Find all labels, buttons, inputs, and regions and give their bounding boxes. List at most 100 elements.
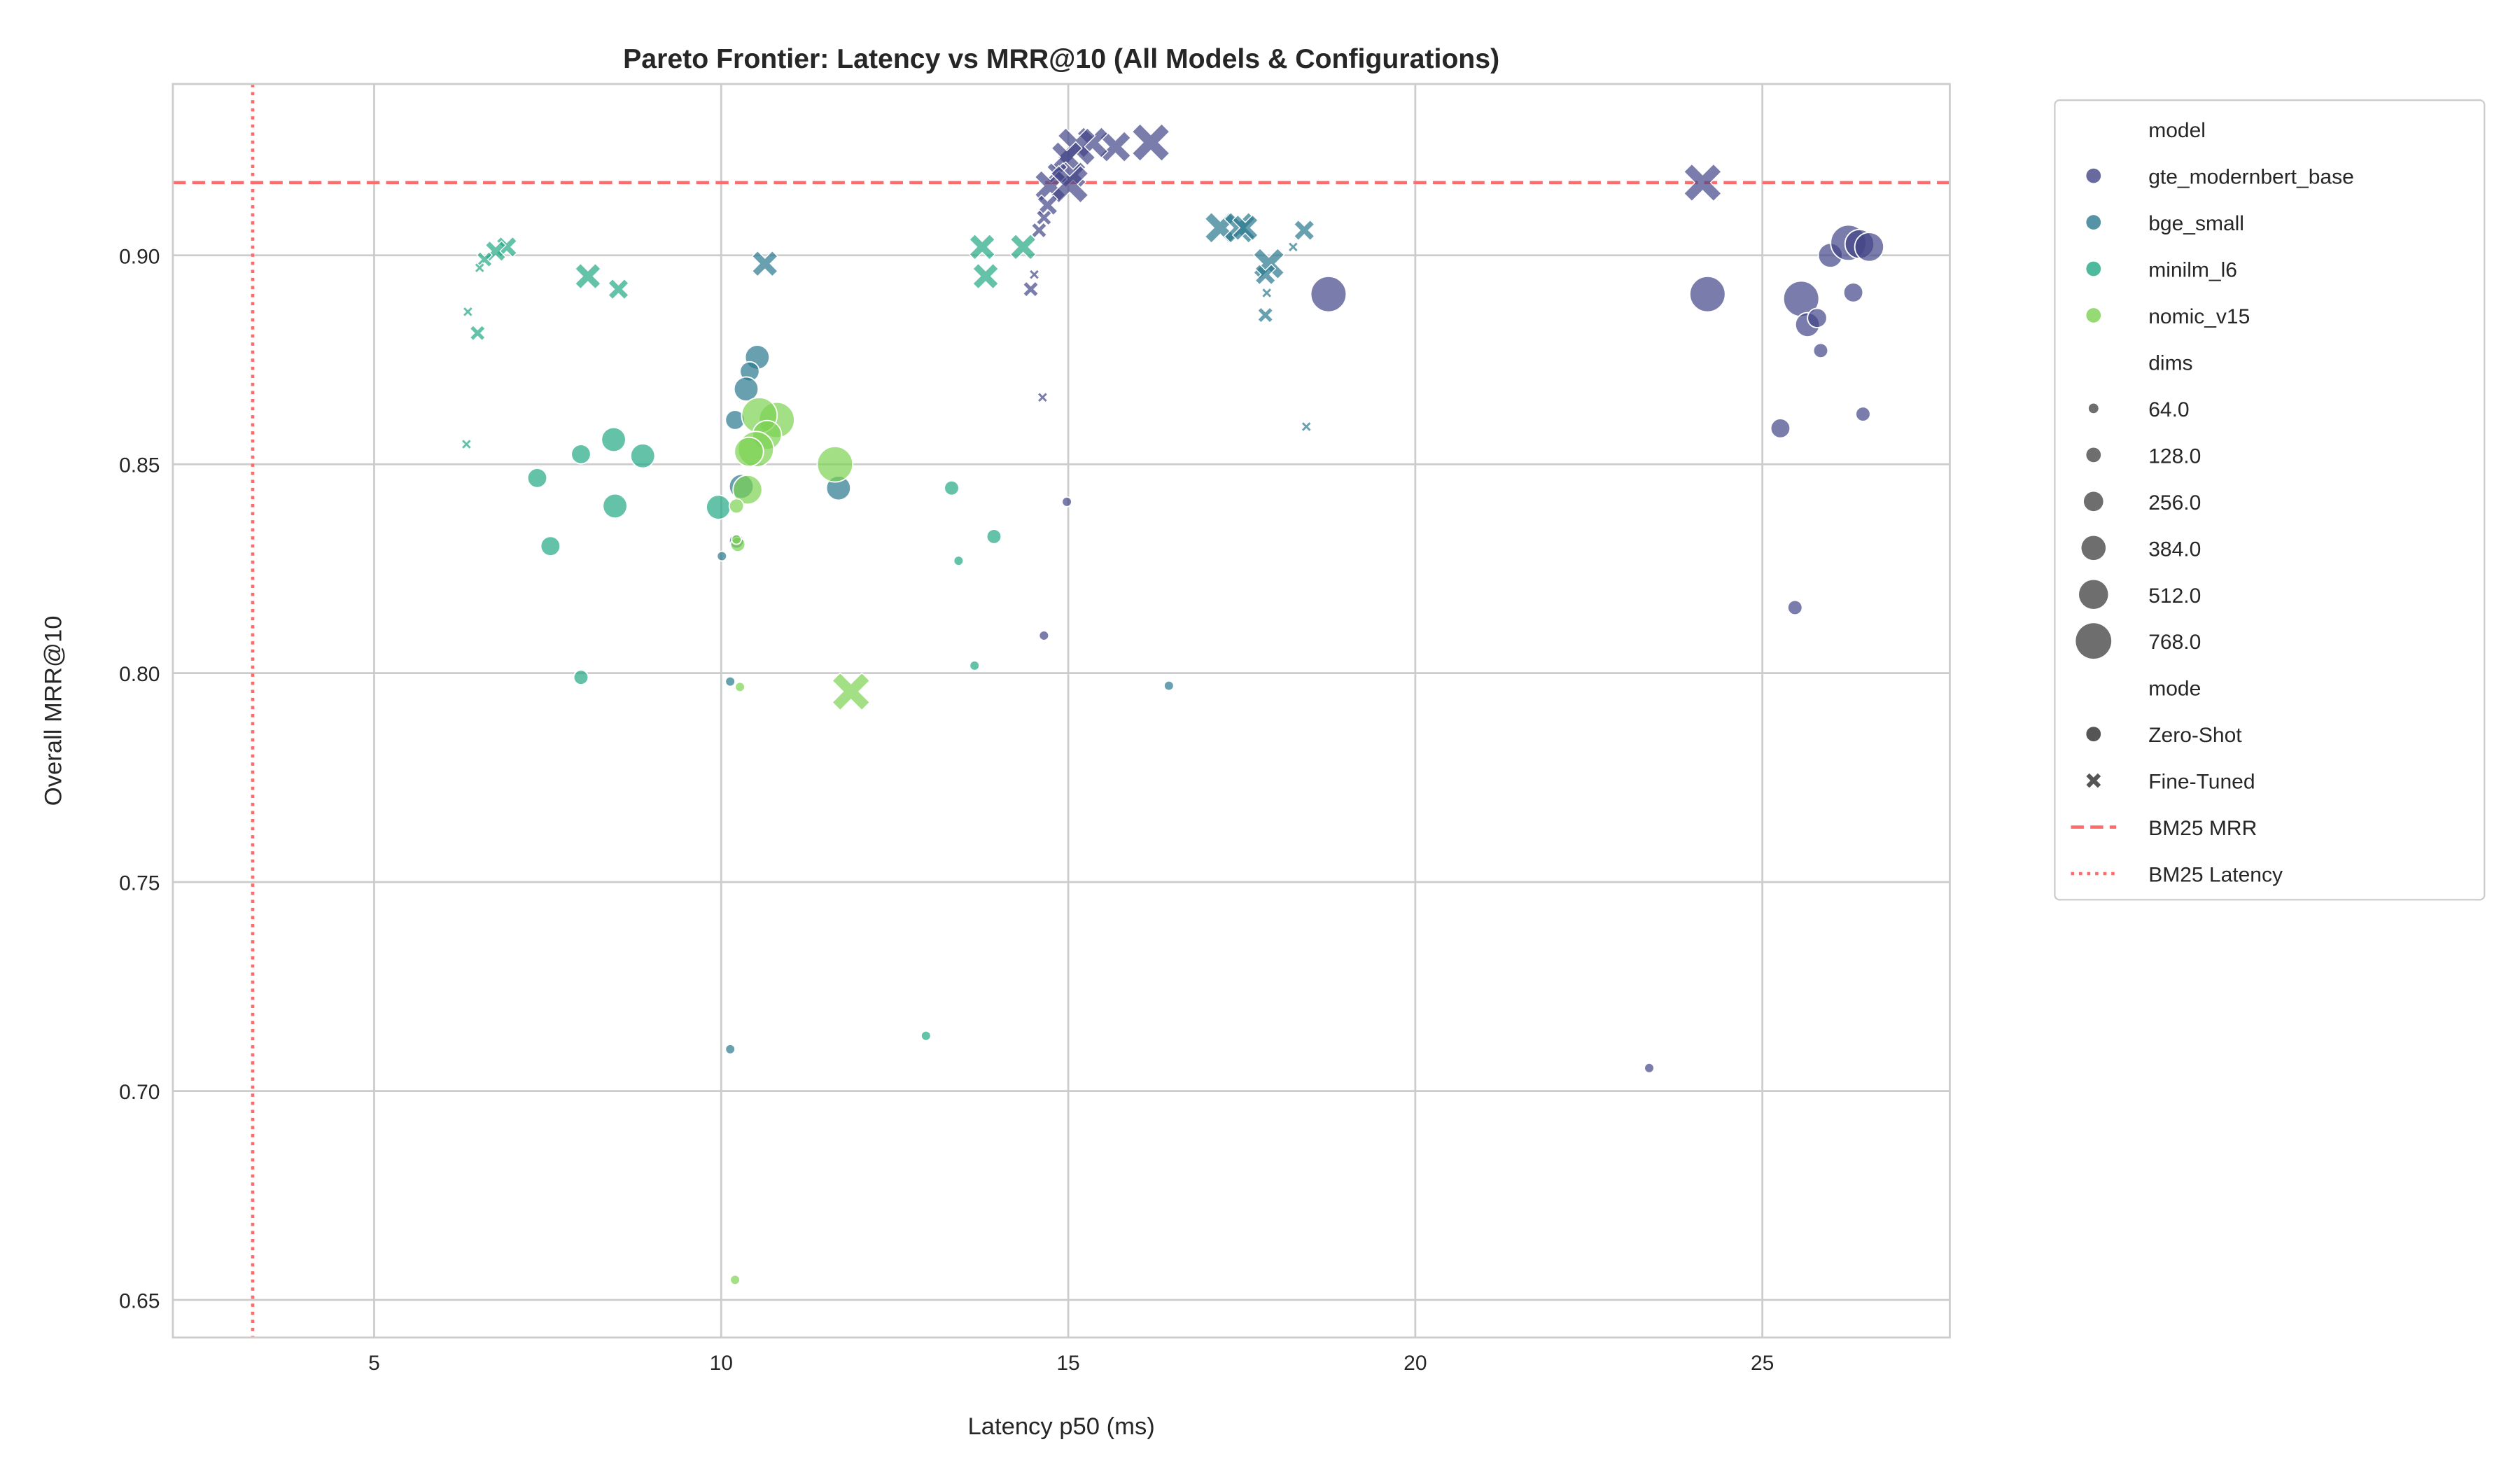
- grid: [172, 83, 1950, 1338]
- point-gte_modernbert_base-fine-tuned: [1037, 391, 1049, 403]
- point-minilm_l6-zero-shot: [706, 494, 732, 520]
- point-minilm_l6-zero-shot: [944, 479, 960, 496]
- point-gte_modernbert_base-zero-shot: [1855, 406, 1871, 422]
- point-minilm_l6-fine-tuned: [574, 262, 602, 290]
- point-minilm_l6-fine-tuned: [1009, 233, 1037, 260]
- legend-marker-dims: [2088, 403, 2099, 414]
- point-gte_modernbert_base-zero-shot: [1786, 599, 1803, 616]
- x-tick-label: 10: [710, 1352, 733, 1375]
- legend-marker-dims: [2086, 447, 2101, 463]
- y-tick-label: 0.65: [119, 1290, 160, 1313]
- point-nomic_v15-fine-tuned: [832, 672, 871, 711]
- chart-title: Pareto Frontier: Latency vs MRR@10 (All …: [623, 43, 1499, 74]
- x-tick-label: 15: [1056, 1352, 1079, 1375]
- point-bge_small-fine-tuned: [1261, 287, 1273, 299]
- x-tick-label: 25: [1751, 1352, 1774, 1375]
- legend-marker-dims: [2076, 623, 2112, 659]
- point-gte_modernbert_base-zero-shot: [1842, 282, 1864, 303]
- point-nomic_v15-zero-shot: [732, 474, 763, 505]
- point-bge_small-fine-tuned: [1300, 421, 1312, 433]
- point-minilm_l6-fine-tuned: [469, 324, 486, 342]
- legend-title-model: model: [2148, 119, 2206, 142]
- point-gte_modernbert_base-fine-tuned: [1028, 268, 1040, 281]
- point-gte_modernbert_base-zero-shot: [1807, 307, 1828, 329]
- point-minilm_l6-zero-shot: [602, 493, 628, 519]
- y-tick-label: 0.75: [119, 872, 160, 895]
- legend-marker-zero-shot: [2086, 727, 2101, 741]
- point-minilm_l6-fine-tuned: [608, 278, 630, 300]
- point-minilm_l6-zero-shot: [570, 444, 592, 465]
- legend-marker-minilm_l6: [2086, 261, 2101, 276]
- point-gte_modernbert_base-fine-tuned: [1035, 209, 1053, 226]
- legend-label-dims: 64.0: [2148, 398, 2189, 421]
- legend-marker-dims: [2079, 580, 2108, 609]
- point-minilm_l6-fine-tuned: [968, 233, 996, 260]
- x-tick-label: 20: [1404, 1352, 1427, 1375]
- point-gte_modernbert_base-zero-shot: [1310, 275, 1348, 313]
- y-tick-label: 0.90: [119, 245, 160, 268]
- point-gte_modernbert_base-zero-shot: [1770, 418, 1791, 439]
- point-nomic_v15-zero-shot: [816, 445, 854, 483]
- point-nomic_v15-zero-shot: [731, 533, 742, 545]
- point-bge_small-zero-shot: [716, 550, 728, 562]
- data-points: [461, 122, 1885, 1286]
- point-bge_small-fine-tuned: [1254, 263, 1277, 286]
- point-minilm_l6-zero-shot: [573, 669, 589, 685]
- legend-label-bge_small: bge_small: [2148, 212, 2244, 235]
- point-gte_modernbert_base-fine-tuned: [1036, 194, 1058, 216]
- plot-frame: [172, 83, 1951, 1339]
- point-gte_modernbert_base-zero-shot: [1038, 630, 1050, 641]
- legend-label-bm25-mrr: BM25 MRR: [2148, 817, 2257, 840]
- legend-frame: [2054, 99, 2486, 901]
- x-axis-label: Latency p50 (ms): [967, 1413, 1154, 1440]
- point-nomic_v15-zero-shot: [734, 681, 746, 693]
- point-gte_modernbert_base-zero-shot: [1812, 342, 1829, 359]
- point-gte_modernbert_base-zero-shot: [1644, 1062, 1655, 1074]
- point-gte_modernbert_base-zero-shot: [1061, 496, 1072, 507]
- legend-label-fine-tuned: Fine-Tuned: [2148, 771, 2255, 794]
- point-minilm_l6-zero-shot: [629, 443, 656, 469]
- legend-marker-dims: [2083, 491, 2104, 512]
- legend-label-zero-shot: Zero-Shot: [2148, 724, 2242, 747]
- point-gte_modernbert_base-zero-shot: [1689, 275, 1726, 313]
- point-minilm_l6-fine-tuned: [462, 306, 474, 318]
- legend-marker-bge_small: [2086, 215, 2101, 230]
- point-bge_small-fine-tuned: [1256, 307, 1274, 323]
- y-tick-label: 0.80: [119, 663, 160, 686]
- point-minilm_l6-zero-shot: [953, 555, 965, 566]
- legend-label-dims: 768.0: [2148, 631, 2201, 654]
- x-tick-label: 5: [368, 1352, 380, 1375]
- legend-marker-gte_modernbert_base: [2086, 168, 2101, 183]
- tick-labels: 5 10 15 20 25 0.65 0.70 0.75 0.80 0.85 0.90: [119, 245, 1774, 1375]
- point-minilm_l6-fine-tuned: [461, 438, 472, 450]
- legend-label-minilm_l6: minilm_l6: [2148, 259, 2237, 282]
- point-nomic_v15-zero-shot: [734, 436, 764, 467]
- point-bge_small-zero-shot: [1163, 680, 1175, 692]
- y-tick-label: 0.85: [119, 454, 160, 477]
- point-minilm_l6-fine-tuned: [473, 262, 486, 274]
- point-bge_small-zero-shot: [733, 376, 760, 402]
- point-gte_modernbert_base-zero-shot: [1854, 232, 1885, 262]
- legend-label-bm25-latency: BM25 Latency: [2148, 864, 2283, 887]
- legend-label-dims: 128.0: [2148, 444, 2201, 468]
- legend-label-dims: 384.0: [2148, 538, 2201, 561]
- point-bge_small-fine-tuned: [1293, 219, 1315, 241]
- point-minilm_l6-zero-shot: [920, 1030, 932, 1042]
- y-tick-label: 0.70: [119, 1081, 160, 1104]
- reference-lines: [172, 83, 1950, 1338]
- point-bge_small-fine-tuned: [751, 250, 778, 277]
- legend-marker-dims: [2081, 536, 2106, 561]
- point-minilm_l6-zero-shot: [986, 528, 1002, 545]
- point-gte_modernbert_base-fine-tuned: [1131, 122, 1170, 162]
- point-bge_small-fine-tuned: [1231, 214, 1259, 241]
- point-bge_small-fine-tuned: [1287, 241, 1299, 253]
- point-minilm_l6-zero-shot: [969, 660, 981, 671]
- legend-label-dims: 256.0: [2148, 491, 2201, 514]
- legend: model gte_modernbert_base bge_small minilm_…: [2054, 99, 2486, 901]
- legend-title-dims: dims: [2148, 351, 2192, 374]
- legend-marker-fine-tuned: [2086, 773, 2101, 788]
- point-nomic_v15-zero-shot: [729, 1274, 741, 1286]
- y-axis-label: Overall MRR@10: [41, 616, 67, 806]
- legend-title-mode: mode: [2148, 678, 2201, 701]
